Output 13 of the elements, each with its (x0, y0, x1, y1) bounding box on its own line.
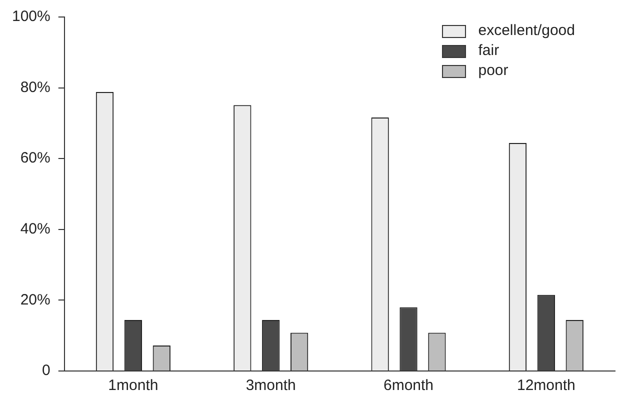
y-tick-label: 40% (20, 220, 50, 238)
legend-label: fair (478, 41, 500, 61)
y-tick-label: 0 (42, 362, 50, 380)
y-tick-label: 20% (20, 291, 50, 308)
y-tick-label: 60% (20, 150, 50, 167)
x-tick-label: 1month (108, 377, 158, 394)
y-tick-label: 80% (20, 78, 50, 96)
y-tick-label: 100% (12, 8, 50, 26)
x-tick-label: 6month (383, 377, 434, 394)
legend-label: excellent/good (478, 21, 575, 41)
x-tick-label: 12month (516, 377, 576, 394)
legend-label: poor (478, 61, 508, 81)
x-tick-label: 3month (246, 377, 296, 394)
